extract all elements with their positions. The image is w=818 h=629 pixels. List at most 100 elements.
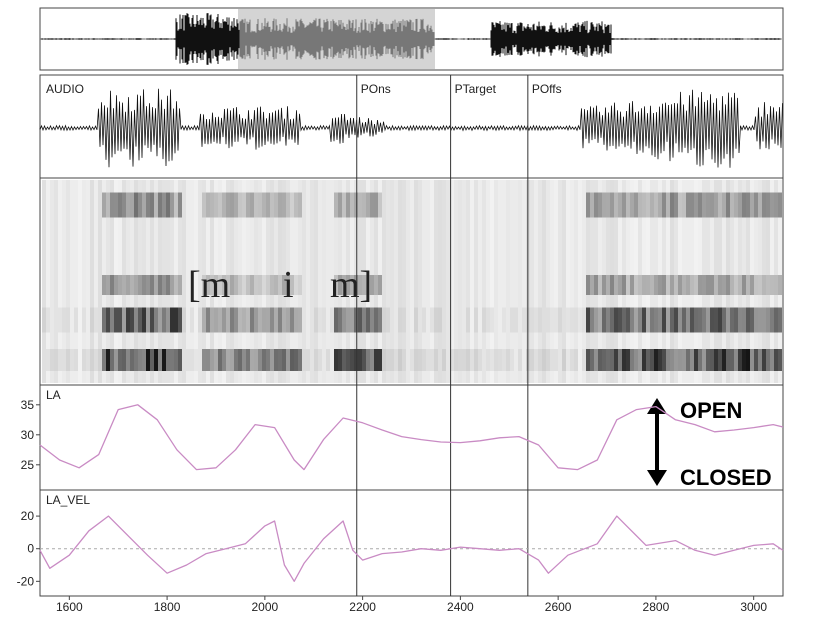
x-tick-label: 2600 <box>545 600 572 614</box>
spectro-cell <box>158 180 162 383</box>
y-tick-label: 25 <box>21 458 35 472</box>
segment-label: i <box>283 264 294 306</box>
spectro-cell <box>122 180 126 383</box>
spectro-cell <box>106 180 110 383</box>
event-label: POffs <box>532 82 562 96</box>
spectro-cell <box>622 180 626 383</box>
spectro-cell <box>778 180 782 383</box>
spectro-cell <box>590 180 594 383</box>
spectro-cell <box>562 180 566 383</box>
audio-label: AUDIO <box>46 82 84 96</box>
spectro-cell <box>542 180 546 383</box>
spectro-cell <box>750 180 754 383</box>
figure: AUDIO [m i m] OPEN CLOSED POnsPTargetPOf… <box>0 0 818 624</box>
spectro-cell <box>298 180 302 383</box>
spectro-cell <box>174 180 178 383</box>
spectro-cell <box>262 180 266 383</box>
spectro-cell <box>702 180 706 383</box>
spectro-cell <box>522 180 526 383</box>
spectro-cell <box>166 180 170 383</box>
spectro-cell <box>566 180 570 383</box>
y-tick-label: 35 <box>21 398 35 412</box>
spectro-cell <box>762 180 766 383</box>
spectro-cell <box>134 180 138 383</box>
spectro-cell <box>738 180 742 383</box>
spectro-cell <box>698 180 702 383</box>
spectro-cell <box>618 180 622 383</box>
spectro-cell <box>642 180 646 383</box>
spectro-cell <box>382 180 386 383</box>
spectro-cell <box>674 180 678 383</box>
spectro-cell <box>150 180 154 383</box>
spectro-cell <box>686 180 690 383</box>
spectro-cell <box>170 180 174 383</box>
spectro-cell <box>442 180 446 383</box>
spectro-cell <box>662 180 666 383</box>
spectro-cell <box>538 180 542 383</box>
y-tick-label: -20 <box>17 574 35 588</box>
spectro-cell <box>514 180 518 383</box>
spectro-cell <box>254 180 258 383</box>
spectro-cell <box>710 180 714 383</box>
spectro-cell <box>258 180 262 383</box>
spectro-cell <box>682 180 686 383</box>
spectro-cell <box>554 180 558 383</box>
spectro-cell <box>678 180 682 383</box>
spectro-cell <box>418 180 422 383</box>
open-closed-arrow <box>647 398 667 486</box>
x-tick-label: 2200 <box>349 600 376 614</box>
spectro-cell <box>142 180 146 383</box>
spectro-cell <box>402 180 406 383</box>
spectro-cell <box>578 180 582 383</box>
spectro-cell <box>586 180 590 383</box>
spectro-cell <box>774 180 778 383</box>
spectro-cell <box>378 180 382 383</box>
audio-trace <box>40 89 783 168</box>
spectro-cell <box>470 180 474 383</box>
event-label: POns <box>361 82 391 96</box>
spectro-cell <box>630 180 634 383</box>
spectro-cell <box>666 180 670 383</box>
spectro-cell <box>726 180 730 383</box>
x-tick-label: 2800 <box>643 600 670 614</box>
spectro-cell <box>114 180 118 383</box>
spectro-cell <box>546 180 550 383</box>
spectro-cell <box>658 180 662 383</box>
spectro-cell <box>438 180 442 383</box>
spectro-cell <box>250 180 254 383</box>
spectro-cell <box>386 180 390 383</box>
spectro-cell <box>574 180 578 383</box>
spectro-cell <box>54 180 58 383</box>
spectro-cell <box>318 180 322 383</box>
spectro-cell <box>242 180 246 383</box>
spectro-cell <box>530 180 534 383</box>
spectro-cell <box>86 180 90 383</box>
event-label: PTarget <box>455 82 497 96</box>
spectro-cell <box>718 180 722 383</box>
spectro-cell <box>706 180 710 383</box>
spectro-cell <box>582 180 586 383</box>
spectro-cell <box>74 180 78 383</box>
spectro-cell <box>154 180 158 383</box>
spectro-cell <box>270 180 274 383</box>
closed-label: CLOSED <box>680 465 772 490</box>
spectro-cell <box>654 180 658 383</box>
spectro-cell <box>634 180 638 383</box>
spectro-cell <box>506 180 510 383</box>
spectrogram <box>42 180 782 383</box>
spectro-cell <box>394 180 398 383</box>
trace-line <box>40 405 783 470</box>
spectro-cell <box>66 180 70 383</box>
spectro-cell <box>162 180 166 383</box>
spectro-cell <box>302 180 306 383</box>
spectro-cell <box>766 180 770 383</box>
open-label: OPEN <box>680 398 742 423</box>
segment-label: [m <box>188 264 230 306</box>
spectro-cell <box>598 180 602 383</box>
spectro-cell <box>278 180 282 383</box>
spectro-cell <box>374 180 378 383</box>
spectro-cell <box>82 180 86 383</box>
spectro-cell <box>746 180 750 383</box>
overview-waveform <box>41 13 781 65</box>
spectro-cell <box>462 180 466 383</box>
